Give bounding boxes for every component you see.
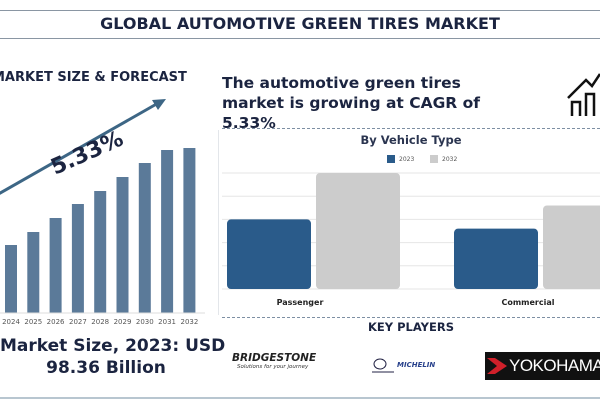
bottom-rule bbox=[0, 397, 600, 399]
legend-swatch bbox=[387, 155, 395, 163]
market-size-heading: MARKET SIZE & FORECAST bbox=[0, 70, 187, 85]
cagr-headline: The automotive green tires market is gro… bbox=[222, 74, 481, 132]
x-label-passenger: Passenger bbox=[277, 298, 324, 307]
x-label-commercial: Commercial bbox=[501, 298, 554, 307]
bar-2031 bbox=[161, 150, 174, 313]
market-size-text: Market Size, 2023: USD 98.36 Billion bbox=[0, 335, 226, 379]
bridgestone-tagline: Solutions for your journey bbox=[237, 364, 309, 370]
x-tick-label: 2030 bbox=[136, 318, 154, 326]
section-divider bbox=[222, 317, 600, 318]
market-size-label: Market Size, 2023: USD bbox=[0, 336, 226, 356]
x-tick-label: 2032 bbox=[180, 318, 198, 326]
bar-2030 bbox=[138, 163, 151, 313]
growth-arrow bbox=[0, 100, 161, 195]
legend-swatch bbox=[430, 155, 438, 163]
michelin-name: MICHELIN bbox=[397, 361, 436, 369]
title-rule-top bbox=[0, 10, 600, 11]
cagr-annotation: 5.33% bbox=[47, 127, 127, 181]
market-forecast-chart: 2024 2025 2026 2027 2028 2029 2030 2031 2032 5.3… bbox=[0, 99, 205, 326]
yokohama-y-icon bbox=[487, 358, 507, 374]
x-tick-label: 2024 bbox=[2, 318, 20, 326]
legend-2032: 2032 bbox=[430, 155, 457, 163]
section-divider bbox=[222, 128, 600, 129]
bridgestone-name: BRIDGESTONE bbox=[232, 352, 317, 364]
bar-passenger-2032 bbox=[316, 173, 400, 289]
michelin-logo: MICHELIN bbox=[372, 357, 435, 373]
x-tick-label: 2025 bbox=[24, 318, 42, 326]
panel-divider bbox=[218, 130, 219, 315]
yokohama-name: YOKOHAMA bbox=[509, 356, 600, 375]
house-growth-chart-icon bbox=[567, 73, 600, 116]
michelin-man-icon bbox=[372, 358, 394, 373]
bar-2025 bbox=[27, 232, 40, 313]
bar-2028 bbox=[94, 191, 107, 313]
bar-2027 bbox=[71, 204, 84, 313]
legend-2023: 2023 bbox=[387, 155, 414, 163]
bar-2024 bbox=[5, 245, 17, 313]
x-tick-label: 2031 bbox=[158, 318, 176, 326]
key-players-title: KEY PLAYERS bbox=[368, 320, 454, 334]
bridgestone-logo: BRIDGESTONE Solutions for your journey bbox=[232, 352, 317, 370]
vehicle-type-title: By Vehicle Type bbox=[360, 133, 462, 147]
bar-2032 bbox=[183, 148, 196, 313]
x-tick-label: 2027 bbox=[69, 318, 87, 326]
bar-2029 bbox=[116, 177, 129, 313]
x-tick-label: 2026 bbox=[47, 318, 65, 326]
page-title: GLOBAL AUTOMOTIVE GREEN TIRES MARKET bbox=[100, 14, 500, 33]
bar-commercial-2032 bbox=[543, 205, 600, 289]
bar-commercial-2023 bbox=[454, 228, 538, 289]
vehicle-type-chart: Passenger Commercial bbox=[222, 172, 600, 307]
market-size-value: 98.36 Billion bbox=[46, 358, 166, 378]
x-tick-label: 2029 bbox=[114, 318, 132, 326]
legend-label: 2023 bbox=[399, 155, 415, 163]
bar-passenger-2023 bbox=[227, 219, 311, 289]
title-rule-bottom bbox=[0, 38, 600, 39]
legend-label: 2032 bbox=[442, 155, 458, 163]
bar-2026 bbox=[49, 218, 62, 313]
arrow-head-icon bbox=[152, 99, 166, 110]
x-tick-label: 2028 bbox=[91, 318, 109, 326]
yokohama-logo: YOKOHAMA bbox=[485, 352, 600, 380]
